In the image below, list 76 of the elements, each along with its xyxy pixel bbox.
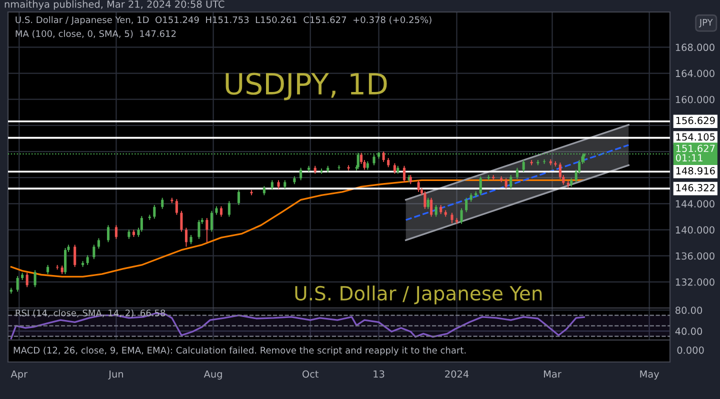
text: USDJPY, 1D bbox=[226, 72, 387, 100]
candlestick bbox=[106, 224, 110, 243]
y-tick-label: 80.00 bbox=[676, 306, 702, 314]
text: 0.000 bbox=[677, 346, 704, 354]
candlestick bbox=[26, 272, 28, 288]
candlestick bbox=[434, 204, 438, 218]
y-tick-label: 164.000 bbox=[676, 70, 714, 78]
candlestick bbox=[220, 206, 223, 218]
candlestick bbox=[504, 178, 508, 190]
candlestick bbox=[128, 229, 130, 240]
x-tick-label: Mar bbox=[544, 370, 562, 378]
candlestick bbox=[210, 210, 213, 232]
candlestick bbox=[16, 276, 19, 292]
line-series bbox=[10, 179, 585, 278]
y-tick-label: 160.000 bbox=[676, 96, 714, 104]
x-tick-label: Oct bbox=[302, 370, 319, 378]
candlestick bbox=[450, 212, 454, 224]
y-axis-title: JPY bbox=[698, 19, 713, 28]
candlestick bbox=[430, 197, 433, 218]
candlestick bbox=[426, 197, 430, 210]
y-tick-label: 40.00 bbox=[675, 328, 702, 335]
candlestick bbox=[382, 151, 385, 162]
ref-line-label: 148.916 bbox=[676, 167, 715, 174]
candlestick bbox=[175, 198, 178, 216]
annotation: U.S. Dollar / Japanese Yen, 1D O151.249 H151.753 L150.261 C151.627 +0.378 (+0.25%) bbox=[16, 16, 432, 25]
candlestick bbox=[417, 180, 420, 192]
candlestick bbox=[402, 165, 406, 183]
candlestick bbox=[64, 248, 67, 275]
text: U.S. Dollar / Japanese Yen bbox=[295, 286, 542, 304]
candlestick bbox=[97, 238, 100, 250]
candlestick bbox=[440, 204, 442, 215]
x-tick-label: Jun bbox=[108, 370, 123, 380]
x-tick-label: Aug bbox=[204, 370, 222, 380]
y-tick-label: 144.000 bbox=[676, 200, 714, 208]
candlestick bbox=[228, 200, 230, 218]
y-tick-label: 168.000 bbox=[676, 44, 714, 52]
candlestick bbox=[510, 174, 512, 190]
candlestick bbox=[516, 167, 519, 180]
candlestick bbox=[522, 160, 525, 172]
ref-line-label: 156.629 bbox=[676, 116, 715, 124]
candlestick bbox=[153, 204, 156, 220]
candlestick bbox=[184, 227, 188, 248]
x-tick-label: 13 bbox=[374, 370, 384, 378]
ref-line-label: 146.322 bbox=[676, 184, 715, 192]
candlestick bbox=[465, 197, 468, 213]
y-tick-label: 132.000 bbox=[676, 278, 714, 286]
x-tick-label: May bbox=[640, 370, 660, 380]
candlestick bbox=[190, 234, 192, 245]
ref-line-label: 154.105 bbox=[676, 133, 715, 141]
candlestick bbox=[161, 197, 164, 210]
candlestick bbox=[424, 190, 426, 210]
candlestick bbox=[300, 167, 302, 181]
candlestick bbox=[74, 244, 76, 268]
candlestick bbox=[92, 244, 96, 260]
candlestick bbox=[237, 190, 240, 206]
candlestick bbox=[86, 254, 89, 266]
text: nmaithya published, Mar 21, 2024 20:58 UTC bbox=[4, 0, 224, 10]
candlestick bbox=[479, 176, 482, 196]
candlestick bbox=[270, 180, 274, 190]
annotation: MA (100, close, 0, SMA, 5) 147.612 bbox=[16, 30, 176, 38]
y-tick-label: 140.000 bbox=[676, 226, 714, 234]
x-tick-label: Apr bbox=[10, 370, 28, 380]
candlestick bbox=[46, 264, 50, 275]
text: MACD (12, 26, close, 9, EMA, EMA): Calculation failed. Remove the script and reapply it to the chart. bbox=[14, 346, 466, 356]
candlestick bbox=[387, 158, 390, 168]
x-tick-label: 2024 bbox=[445, 370, 469, 378]
candlestick bbox=[393, 162, 396, 174]
y-tick-label: 136.000 bbox=[676, 252, 714, 260]
candlestick bbox=[34, 270, 36, 288]
candlestick bbox=[114, 224, 118, 240]
candlestick bbox=[460, 208, 463, 224]
candlestick bbox=[206, 218, 208, 243]
candlestick bbox=[180, 210, 183, 232]
candlestick bbox=[198, 219, 200, 240]
ref-line-label: 151.627 01:11 bbox=[676, 144, 715, 162]
candlestick bbox=[262, 186, 266, 196]
